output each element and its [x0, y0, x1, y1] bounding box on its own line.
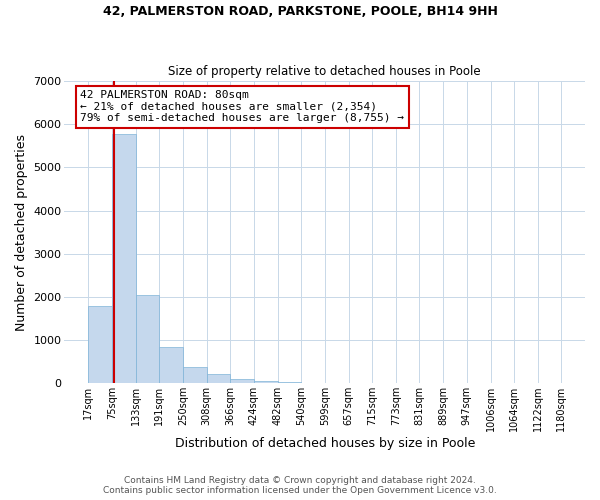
Bar — [88, 306, 112, 383]
Bar — [159, 348, 183, 383]
Bar — [278, 382, 301, 383]
Bar — [207, 374, 230, 383]
Text: 42 PALMERSTON ROAD: 80sqm
← 21% of detached houses are smaller (2,354)
79% of se: 42 PALMERSTON ROAD: 80sqm ← 21% of detac… — [80, 90, 404, 124]
Bar — [112, 134, 136, 383]
Bar — [136, 294, 159, 383]
Text: Contains HM Land Registry data © Crown copyright and database right 2024.
Contai: Contains HM Land Registry data © Crown c… — [103, 476, 497, 495]
Text: 42, PALMERSTON ROAD, PARKSTONE, POOLE, BH14 9HH: 42, PALMERSTON ROAD, PARKSTONE, POOLE, B… — [103, 5, 497, 18]
Y-axis label: Number of detached properties: Number of detached properties — [15, 134, 28, 330]
Bar — [183, 367, 207, 383]
X-axis label: Distribution of detached houses by size in Poole: Distribution of detached houses by size … — [175, 437, 475, 450]
Bar — [230, 378, 254, 383]
Title: Size of property relative to detached houses in Poole: Size of property relative to detached ho… — [169, 66, 481, 78]
Bar — [254, 380, 278, 383]
Bar — [301, 382, 325, 383]
